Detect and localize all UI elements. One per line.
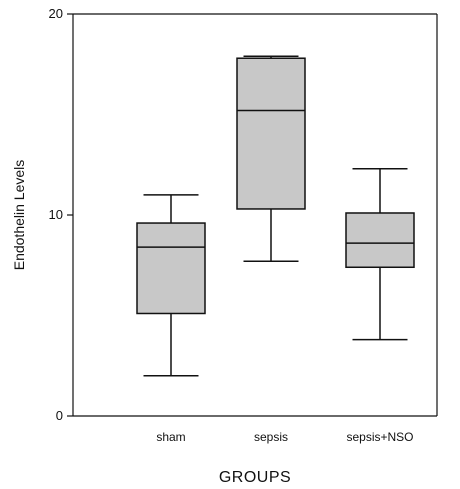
x-axis-categories: sham sepsis sepsis+NSO — [156, 430, 413, 444]
y-axis-ticks: 0 10 20 — [49, 6, 73, 423]
box-sepsis-nso — [345, 168, 415, 341]
iqr-box — [345, 212, 415, 269]
x-axis-title: GROUPS — [219, 469, 291, 486]
x-category-label: sepsis+NSO — [346, 430, 413, 444]
x-category-label: sepsis — [254, 430, 288, 444]
box-sham — [136, 194, 206, 377]
iqr-box — [136, 222, 206, 315]
y-tick-label: 20 — [49, 6, 63, 21]
x-category-label: sham — [156, 430, 185, 444]
y-tick-label: 10 — [49, 207, 63, 222]
y-tick-label: 0 — [56, 408, 63, 423]
box-series — [136, 55, 415, 377]
box-sepsis — [236, 55, 306, 262]
y-axis-title: Endothelin Levels — [11, 160, 27, 271]
iqr-box — [236, 57, 306, 210]
